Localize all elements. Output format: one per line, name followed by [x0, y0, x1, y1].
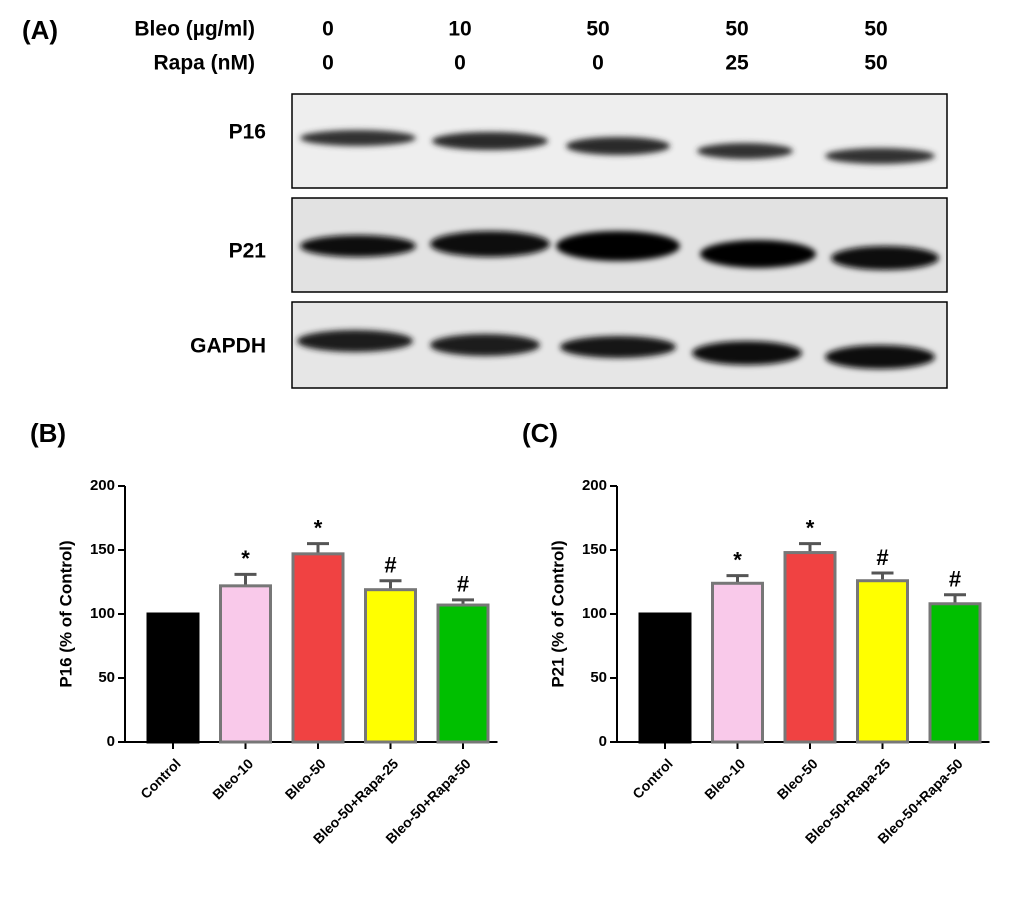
panel-label: (C): [522, 418, 558, 448]
row-value: 50: [725, 18, 748, 41]
x-tick-label: Control: [629, 755, 676, 802]
significance-mark: *: [314, 515, 323, 540]
significance-mark: #: [876, 545, 888, 570]
y-axis-label: P16 (% of Control): [56, 540, 75, 687]
y-tick-label: 200: [90, 477, 115, 494]
significance-mark: #: [949, 567, 961, 592]
bar: [856, 579, 909, 744]
bar: [783, 551, 837, 744]
y-tick-label: 150: [90, 541, 115, 558]
row-label: Bleo (µg/ml): [134, 18, 255, 41]
y-tick-label: 0: [599, 733, 607, 750]
bar: [146, 612, 200, 744]
row-label: Rapa (nM): [154, 52, 256, 75]
row-value: 0: [454, 52, 466, 75]
bar: [638, 612, 692, 744]
significance-mark: #: [457, 572, 469, 597]
band-label: P16: [229, 121, 266, 144]
row-value: 25: [725, 52, 749, 75]
panel-label: (A): [22, 15, 58, 45]
significance-mark: #: [384, 553, 396, 578]
significance-mark: *: [806, 515, 815, 540]
band-label: GAPDH: [190, 335, 266, 358]
significance-mark: *: [733, 547, 742, 572]
x-tick-label: Control: [137, 755, 184, 802]
y-tick-label: 0: [107, 733, 115, 750]
y-tick-label: 200: [582, 477, 607, 494]
y-tick-label: 100: [90, 605, 115, 622]
blot: [291, 93, 948, 389]
row-value: 0: [592, 52, 604, 75]
row-value: 0: [322, 18, 334, 41]
row-value: 50: [586, 18, 609, 41]
row-value: 0: [322, 52, 334, 75]
bands: [297, 130, 939, 369]
bar: [291, 552, 345, 744]
row-value: 10: [448, 18, 471, 41]
x-tick-label: Bleo-50: [774, 755, 821, 802]
y-tick-label: 50: [590, 669, 607, 686]
row-value: 50: [864, 18, 887, 41]
band-label: P21: [229, 240, 267, 263]
panel-label: (B): [30, 418, 66, 448]
x-tick-label: Bleo-10: [701, 755, 748, 802]
x-tick-label: Bleo-50: [282, 755, 329, 802]
significance-mark: *: [241, 546, 250, 571]
bar: [436, 603, 490, 744]
bar: [219, 584, 272, 744]
x-tick-label: Bleo-10: [209, 755, 256, 802]
y-axis-label: P21 (% of Control): [548, 540, 567, 687]
bar: [364, 588, 417, 744]
bar: [928, 602, 982, 744]
y-tick-label: 50: [98, 669, 115, 686]
bar: [711, 581, 764, 744]
y-tick-label: 100: [582, 605, 607, 622]
row-value: 50: [864, 52, 887, 75]
y-tick-label: 150: [582, 541, 607, 558]
